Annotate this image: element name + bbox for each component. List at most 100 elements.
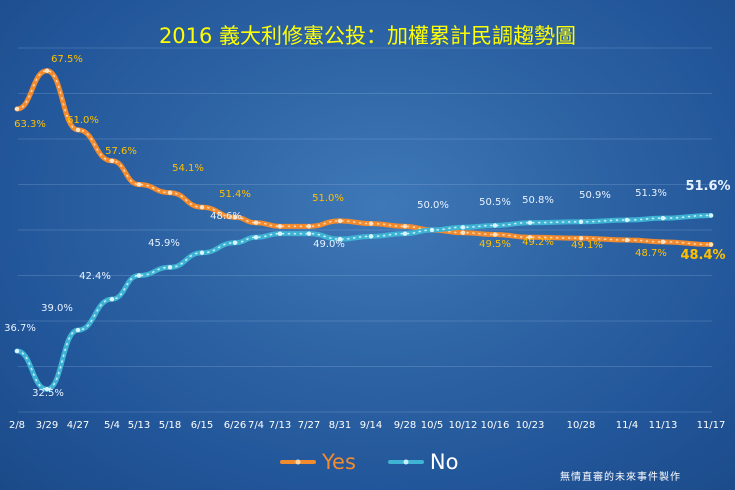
data-label-no: 49.0% bbox=[313, 239, 345, 250]
data-point-yes bbox=[44, 68, 50, 73]
credit-text: 無情直審的未來事件製作 bbox=[560, 472, 681, 483]
data-label-yes: 51.4% bbox=[219, 189, 251, 200]
data-point-no bbox=[44, 387, 50, 392]
data-point-no bbox=[14, 348, 20, 354]
data-point-yes bbox=[578, 235, 584, 241]
x-tick-label: 11/13 bbox=[649, 420, 678, 431]
x-tick-label: 7/27 bbox=[298, 420, 320, 431]
data-label-no: 50.8% bbox=[522, 195, 554, 206]
data-point-yes bbox=[337, 218, 343, 224]
data-point-no bbox=[75, 327, 81, 333]
data-label-no: 50.9% bbox=[579, 190, 611, 201]
data-point-yes bbox=[624, 237, 630, 243]
x-tick-label: 10/5 bbox=[421, 420, 443, 431]
x-tick-label: 6/26 bbox=[224, 420, 246, 431]
x-tick-label: 5/4 bbox=[104, 420, 120, 431]
data-label-yes: 48.7% bbox=[635, 248, 667, 259]
x-tick-label: 10/23 bbox=[516, 420, 545, 431]
data-point-yes bbox=[277, 224, 283, 229]
legend-label-no: No bbox=[429, 450, 459, 474]
data-label-no: 45.9% bbox=[148, 238, 180, 249]
data-point-no bbox=[136, 273, 142, 278]
series-dots-yes bbox=[16, 69, 712, 246]
data-point-yes bbox=[253, 220, 259, 225]
data-point-yes bbox=[232, 215, 238, 220]
x-tick-label: 7/4 bbox=[248, 420, 264, 431]
data-point-no bbox=[368, 234, 374, 239]
data-label-yes: 54.1% bbox=[172, 163, 204, 174]
data-point-yes bbox=[306, 224, 312, 229]
data-point-yes bbox=[109, 158, 115, 164]
data-point-yes bbox=[402, 224, 408, 229]
legend-swatch-yes bbox=[280, 459, 316, 465]
x-tick-label: 11/17 bbox=[697, 420, 726, 431]
x-tick-label: 8/31 bbox=[329, 420, 351, 431]
data-point-yes bbox=[660, 239, 666, 245]
data-point-no bbox=[167, 265, 173, 270]
data-label-yes: 63.3% bbox=[14, 119, 46, 130]
x-tick-label: 3/29 bbox=[36, 420, 58, 431]
data-label-yes: 48.4% bbox=[680, 248, 725, 263]
legend: Yes No bbox=[280, 448, 458, 476]
data-point-no bbox=[660, 215, 666, 221]
data-point-no bbox=[402, 231, 408, 236]
legend-item-no[interactable]: No bbox=[387, 450, 459, 474]
data-label-yes: 49.1% bbox=[571, 240, 603, 251]
x-tick-label: 5/18 bbox=[159, 420, 181, 431]
data-point-no bbox=[232, 240, 238, 245]
data-point-no bbox=[277, 231, 283, 236]
data-label-no: 50.5% bbox=[479, 197, 511, 208]
data-label-no: 51.6% bbox=[685, 179, 730, 194]
data-point-no bbox=[199, 250, 205, 255]
data-label-yes: 49.5% bbox=[479, 239, 511, 250]
x-tick-label: 11/4 bbox=[616, 420, 638, 431]
data-point-no bbox=[253, 235, 259, 240]
data-point-yes bbox=[136, 182, 142, 187]
x-tick-label: 10/28 bbox=[567, 420, 596, 431]
data-label-no: 36.7% bbox=[4, 323, 36, 334]
x-tick-label: 10/16 bbox=[481, 420, 510, 431]
data-label-no: 51.3% bbox=[635, 188, 667, 199]
data-point-yes bbox=[527, 235, 533, 240]
x-tick-label: 2/8 bbox=[9, 420, 25, 431]
data-point-yes bbox=[167, 190, 173, 195]
legend-swatch-no bbox=[387, 459, 424, 465]
data-point-no bbox=[492, 223, 498, 228]
data-label-no: 39.0% bbox=[41, 303, 73, 314]
data-label-no: 48.6% bbox=[210, 211, 242, 222]
data-point-no bbox=[527, 220, 533, 225]
data-point-no bbox=[109, 296, 115, 302]
x-tick-label: 5/13 bbox=[128, 420, 150, 431]
x-tick-label: 6/15 bbox=[191, 420, 213, 431]
x-tick-label: 7/13 bbox=[269, 420, 291, 431]
series-dots-no bbox=[16, 214, 712, 391]
legend-item-yes[interactable]: Yes bbox=[280, 450, 356, 474]
data-point-no bbox=[460, 225, 466, 230]
data-point-no bbox=[624, 217, 630, 223]
data-label-no: 42.4% bbox=[79, 271, 111, 282]
data-point-yes bbox=[368, 221, 374, 226]
data-label-no: 32.5% bbox=[32, 388, 64, 399]
x-tick-label: 4/27 bbox=[67, 420, 89, 431]
data-label-yes: 67.5% bbox=[51, 54, 83, 65]
legend-label-yes: Yes bbox=[322, 450, 356, 474]
data-point-yes bbox=[708, 242, 714, 247]
data-label-yes: 49.2% bbox=[522, 237, 554, 248]
data-point-no bbox=[708, 213, 714, 218]
data-point-no bbox=[306, 231, 312, 236]
data-point-yes bbox=[492, 232, 498, 237]
data-point-no bbox=[429, 227, 435, 233]
data-point-yes bbox=[14, 106, 20, 112]
data-point-yes bbox=[199, 205, 205, 210]
data-label-yes: 61.0% bbox=[67, 115, 99, 126]
x-tick-label: 10/12 bbox=[449, 420, 478, 431]
data-label-yes: 51.0% bbox=[312, 193, 344, 204]
chart-title: 2016 義大利修憲公投：加權累計民調趨勢圖 bbox=[158, 24, 577, 48]
data-point-no bbox=[337, 236, 343, 242]
data-point-yes bbox=[75, 127, 81, 133]
data-label-yes: 57.6% bbox=[105, 146, 137, 157]
x-tick-label: 9/28 bbox=[394, 420, 416, 431]
data-point-no bbox=[578, 219, 584, 225]
